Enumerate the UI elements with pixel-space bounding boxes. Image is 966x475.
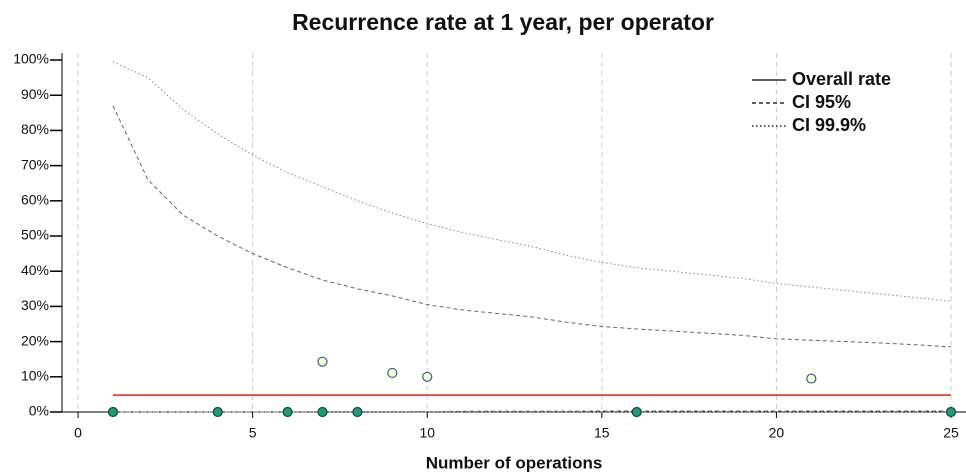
y-tick-label: 20% [21,332,49,348]
x-axis-title: Number of operations [426,453,603,472]
y-tick-label: 70% [21,156,49,172]
point [945,406,957,418]
y-tick-label: 10% [21,368,49,384]
y-tick-label: 80% [21,121,49,137]
x-tick-label: 10 [419,425,435,441]
y-tick-label: 40% [21,262,49,278]
point [631,406,642,418]
x-tick-label: 20 [769,425,785,441]
y-tick-label: 50% [21,227,49,243]
x-tick-label: 25 [943,425,959,441]
point [212,406,223,418]
point [317,406,328,418]
legend-label: CI 95% [792,92,851,112]
legend-label: Overall rate [792,69,891,89]
y-tick-label: 90% [21,86,49,102]
point [282,406,293,418]
point [422,371,433,382]
point [387,367,398,379]
point [806,373,817,384]
y-tick-label: 60% [21,192,49,208]
x-tick-label: 0 [74,425,82,441]
y-tick-label: 0% [29,403,49,419]
line-upper [112,105,952,348]
y-tick-label: 100% [13,51,49,67]
point [352,406,363,418]
x-tick-label: 5 [249,425,257,441]
chart-title: Recurrence rate at 1 year, per operator [292,9,714,35]
legend-label: CI 99.9% [792,115,866,135]
y-tick-label: 30% [21,297,49,313]
x-tick-label: 15 [594,425,610,441]
point [107,406,119,418]
line-upper [112,61,952,302]
point [317,356,328,367]
